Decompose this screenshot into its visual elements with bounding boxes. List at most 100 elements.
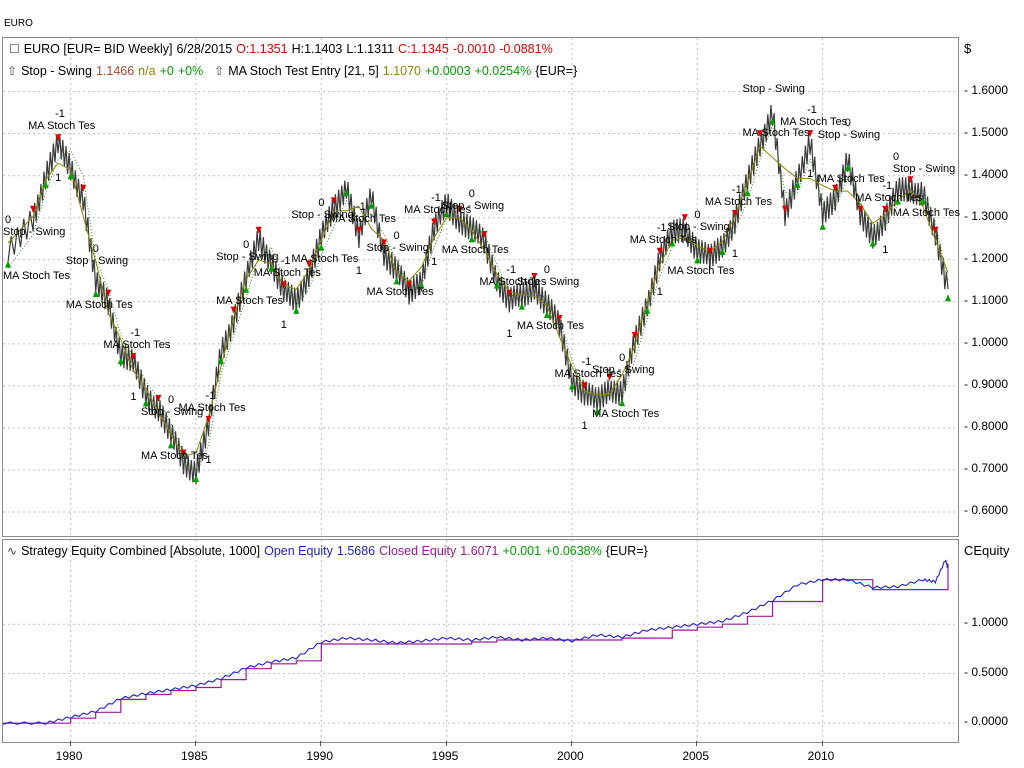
time-axis[interactable]: 1980 1985 1990 1995 2000 2005 2010 bbox=[2, 741, 957, 768]
trade-marker-label: 0 bbox=[543, 264, 551, 276]
price-series-line bbox=[7, 105, 949, 485]
indicator-header: ⇧ Stop - Swing 1.1466 n/a +0 +0% ⇧ MA Stoch Te… bbox=[7, 64, 581, 78]
trade-marker-label: Stop - Swing bbox=[140, 406, 204, 419]
trade-marker-label: -1 bbox=[882, 179, 893, 192]
trade-marker-label: 1 bbox=[431, 256, 438, 269]
buy-arrow-icon bbox=[443, 210, 450, 218]
sell-arrow-icon bbox=[180, 449, 187, 457]
stop-name: Stop - Swing bbox=[21, 64, 92, 78]
entry-value: 1.1070 bbox=[382, 64, 421, 78]
price-high: H:1.1403 bbox=[291, 42, 343, 56]
sell-arrow-icon bbox=[606, 373, 613, 381]
buy-arrow-icon bbox=[919, 197, 926, 205]
trade-marker-label: MA Stoch Tes bbox=[479, 275, 547, 288]
trade-marker-label: Stop - Swing bbox=[291, 208, 354, 221]
chart-symbol-icon: ☐ bbox=[9, 42, 20, 56]
sell-arrow-icon bbox=[782, 205, 789, 213]
trade-marker-label: Stop - Swing bbox=[592, 364, 655, 377]
price-axis-tick-label: - 1.5000 bbox=[964, 124, 1009, 139]
trade-marker-label: Stop - Swing bbox=[441, 200, 505, 213]
buy-arrow-icon bbox=[944, 294, 951, 302]
trade-marker-label: MA Stoch Tes bbox=[441, 244, 509, 257]
buy-arrow-icon bbox=[368, 201, 375, 209]
trade-marker-label: 1 bbox=[205, 453, 212, 466]
trade-marker-label: 0 bbox=[393, 230, 400, 243]
sell-arrow-icon bbox=[130, 352, 137, 360]
equity-axis-tick-label: - 1.0000 bbox=[964, 615, 1009, 630]
equity-line-icon: ∿ bbox=[7, 544, 18, 558]
sell-arrow-icon bbox=[280, 281, 287, 289]
time-axis-tick-mark bbox=[445, 741, 447, 746]
buy-arrow-icon bbox=[218, 357, 225, 365]
buy-arrow-icon bbox=[694, 256, 701, 264]
sell-arrow-icon bbox=[80, 184, 87, 192]
entry-unit: {EUR=} bbox=[535, 64, 578, 78]
trade-marker-label: 1 bbox=[807, 168, 814, 181]
trade-marker-label: MA Stoch Tes bbox=[780, 116, 848, 129]
time-axis-tick-label: 2010 bbox=[807, 749, 835, 763]
sell-arrow-icon bbox=[481, 230, 488, 238]
sell-arrow-icon bbox=[731, 209, 738, 217]
trade-marker-label: MA Stoch Tes bbox=[404, 204, 472, 217]
buy-arrow-icon bbox=[117, 357, 124, 365]
trade-marker-label: 0 bbox=[243, 238, 250, 251]
sell-arrow-icon bbox=[431, 218, 438, 226]
closed-equity-line bbox=[3, 563, 949, 724]
sell-arrow-icon bbox=[355, 226, 362, 234]
trade-marker-label: 0 bbox=[844, 116, 851, 129]
price-axis-tick-label: - 0.7000 bbox=[964, 460, 1009, 475]
trade-marker-label: 1 bbox=[731, 247, 739, 260]
trade-marker-label: -1 bbox=[130, 326, 141, 339]
sell-arrow-icon bbox=[105, 289, 112, 297]
trade-marker-label: MA Stoch Tes bbox=[366, 286, 434, 299]
trade-marker-label: MA Stoch Tes bbox=[629, 233, 697, 246]
buy-arrow-icon bbox=[594, 407, 601, 415]
sell-arrow-icon bbox=[832, 184, 839, 192]
trade-marker-label: 0 bbox=[893, 150, 900, 163]
equity-axis-title: CEquity bbox=[964, 543, 1010, 558]
sell-arrow-icon bbox=[255, 226, 262, 234]
trade-marker-label: -1 bbox=[280, 255, 291, 268]
time-axis-tick-label: 2000 bbox=[556, 749, 584, 763]
trade-marker-label: 1 bbox=[882, 243, 889, 256]
buy-arrow-icon bbox=[243, 285, 250, 293]
time-axis-tick-label: 1995 bbox=[431, 749, 459, 763]
ma-line bbox=[7, 145, 949, 457]
price-pane[interactable]: ☐ EURO [EUR= BID Weekly] 6/28/2015 O:1.1351… bbox=[2, 37, 960, 537]
sell-arrow-icon bbox=[380, 239, 387, 247]
price-chart[interactable] bbox=[3, 38, 958, 536]
price-date: 6/28/2015 bbox=[176, 42, 233, 56]
trade-marker-label: 0 bbox=[468, 188, 475, 201]
trade-marker-label: Stop - Swing bbox=[516, 276, 580, 288]
trade-marker-label: Stop - Swing bbox=[65, 254, 129, 267]
trade-marker-label: 1 bbox=[355, 264, 363, 277]
equity-axis-tick-label: - 0.0000 bbox=[964, 714, 1009, 729]
price-low: L:1.1311 bbox=[346, 42, 395, 56]
trade-marker-label: Stop - Swing bbox=[667, 221, 730, 234]
equity-change-pct: +0.0638% bbox=[545, 544, 602, 558]
price-change-pct: -0.0881% bbox=[499, 42, 553, 56]
price-axis[interactable]: $ - 1.6000 - 1.5000 - 1.4000 - 1.3000 - 1.20… bbox=[958, 37, 1024, 535]
equity-chart[interactable] bbox=[3, 540, 958, 742]
trade-marker-label: MA Stoch Tes bbox=[103, 338, 171, 351]
sell-arrow-icon bbox=[205, 415, 212, 423]
equity-unit: {EUR=} bbox=[605, 544, 648, 558]
time-axis-tick-label: 2005 bbox=[682, 749, 710, 763]
trade-marker-label: -1 bbox=[807, 104, 817, 117]
price-open: O:1.1351 bbox=[236, 42, 288, 56]
price-header: ☐ EURO [EUR= BID Weekly] 6/28/2015 O:1.1351… bbox=[9, 42, 557, 56]
buy-arrow-icon bbox=[5, 260, 12, 268]
price-axis-tick-label: - 1.3000 bbox=[964, 208, 1009, 223]
trade-marker-label: -1 bbox=[431, 192, 441, 205]
trade-marker-label: -1 bbox=[581, 356, 592, 369]
price-axis-title: $ bbox=[964, 41, 972, 56]
open-equity-line bbox=[3, 559, 949, 725]
buy-arrow-icon bbox=[719, 247, 726, 255]
entry-indicator-icon: ⇧ bbox=[214, 64, 225, 78]
equity-axis[interactable]: CEquity - 1.0000 - 0.5000 - 0.0000 bbox=[958, 539, 1024, 741]
trade-marker-label: MA Stoch Tes bbox=[704, 195, 772, 208]
buy-arrow-icon bbox=[518, 302, 525, 310]
trade-marker-label: MA Stoch Tes bbox=[253, 267, 321, 280]
trade-marker-label: -1 bbox=[656, 221, 667, 234]
equity-pane[interactable]: ∿ Strategy Equity Combined [Absolute, 100… bbox=[2, 539, 959, 743]
